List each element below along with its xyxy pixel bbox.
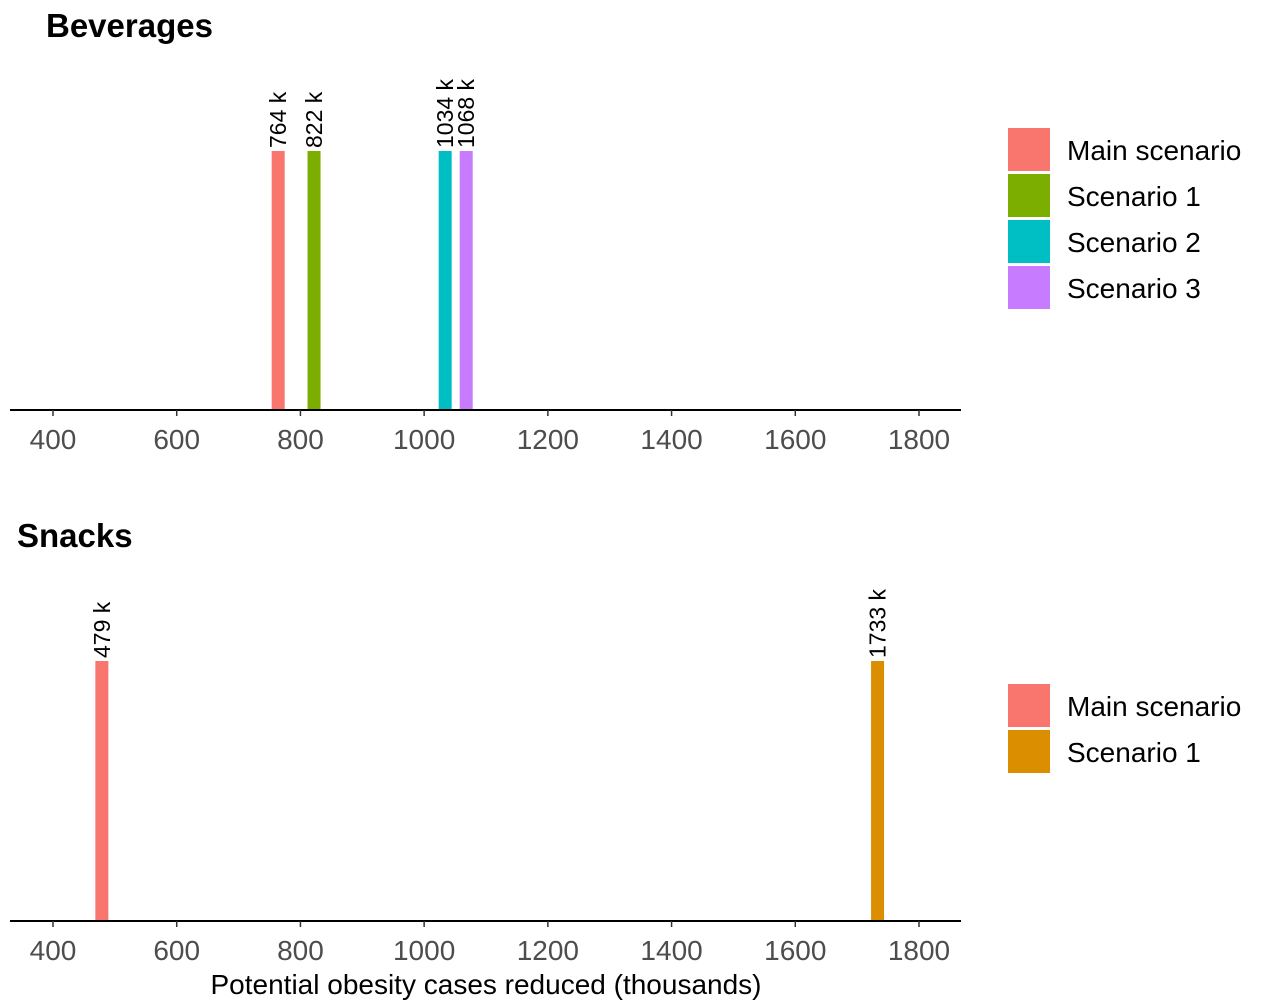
x-tick-label: 1400 (640, 424, 702, 455)
legend-label: Scenario 1 (1067, 181, 1201, 212)
legend-label: Main scenario (1067, 691, 1241, 722)
x-tick-label: 400 (30, 424, 77, 455)
x-tick-label: 1000 (393, 935, 455, 966)
x-tick-label: 400 (30, 935, 77, 966)
legend-swatch (1008, 174, 1050, 217)
x-axis-title: Potential obesity cases reduced (thousan… (211, 969, 762, 1000)
x-tick-label: 1800 (888, 935, 950, 966)
x-tick-label: 1600 (764, 935, 826, 966)
x-tick-label: 1000 (393, 424, 455, 455)
legend-swatch (1008, 128, 1050, 171)
bar-value-label: 1068 k (453, 78, 479, 148)
x-tick-label: 800 (277, 935, 324, 966)
x-tick-label: 600 (153, 424, 200, 455)
panel-title: Beverages (46, 7, 213, 44)
x-tick-label: 600 (153, 935, 200, 966)
legend-label: Scenario 3 (1067, 273, 1201, 304)
bar (871, 661, 885, 921)
legend-swatch (1008, 266, 1050, 309)
bar-value-label: 479 k (89, 601, 115, 658)
bar-value-label: 764 k (265, 91, 291, 148)
bar (307, 151, 321, 410)
x-tick-label: 1400 (640, 935, 702, 966)
bar-value-label: 1034 k (432, 78, 458, 148)
legend-label: Main scenario (1067, 135, 1241, 166)
bar (271, 151, 285, 410)
bar (438, 151, 452, 410)
legend-label: Scenario 1 (1067, 737, 1201, 768)
bar (95, 661, 109, 921)
panel-title: Snacks (17, 517, 133, 554)
legend-swatch (1008, 730, 1050, 773)
legend-swatch (1008, 220, 1050, 263)
legend-label: Scenario 2 (1067, 227, 1201, 258)
bar-value-label: 1733 k (865, 588, 891, 658)
x-tick-label: 1200 (517, 424, 579, 455)
x-tick-label: 800 (277, 424, 324, 455)
bar-value-label: 822 k (301, 91, 327, 148)
bar (459, 151, 473, 410)
x-tick-label: 1600 (764, 424, 826, 455)
legend-swatch (1008, 684, 1050, 727)
x-tick-label: 1800 (888, 424, 950, 455)
x-tick-label: 1200 (517, 935, 579, 966)
